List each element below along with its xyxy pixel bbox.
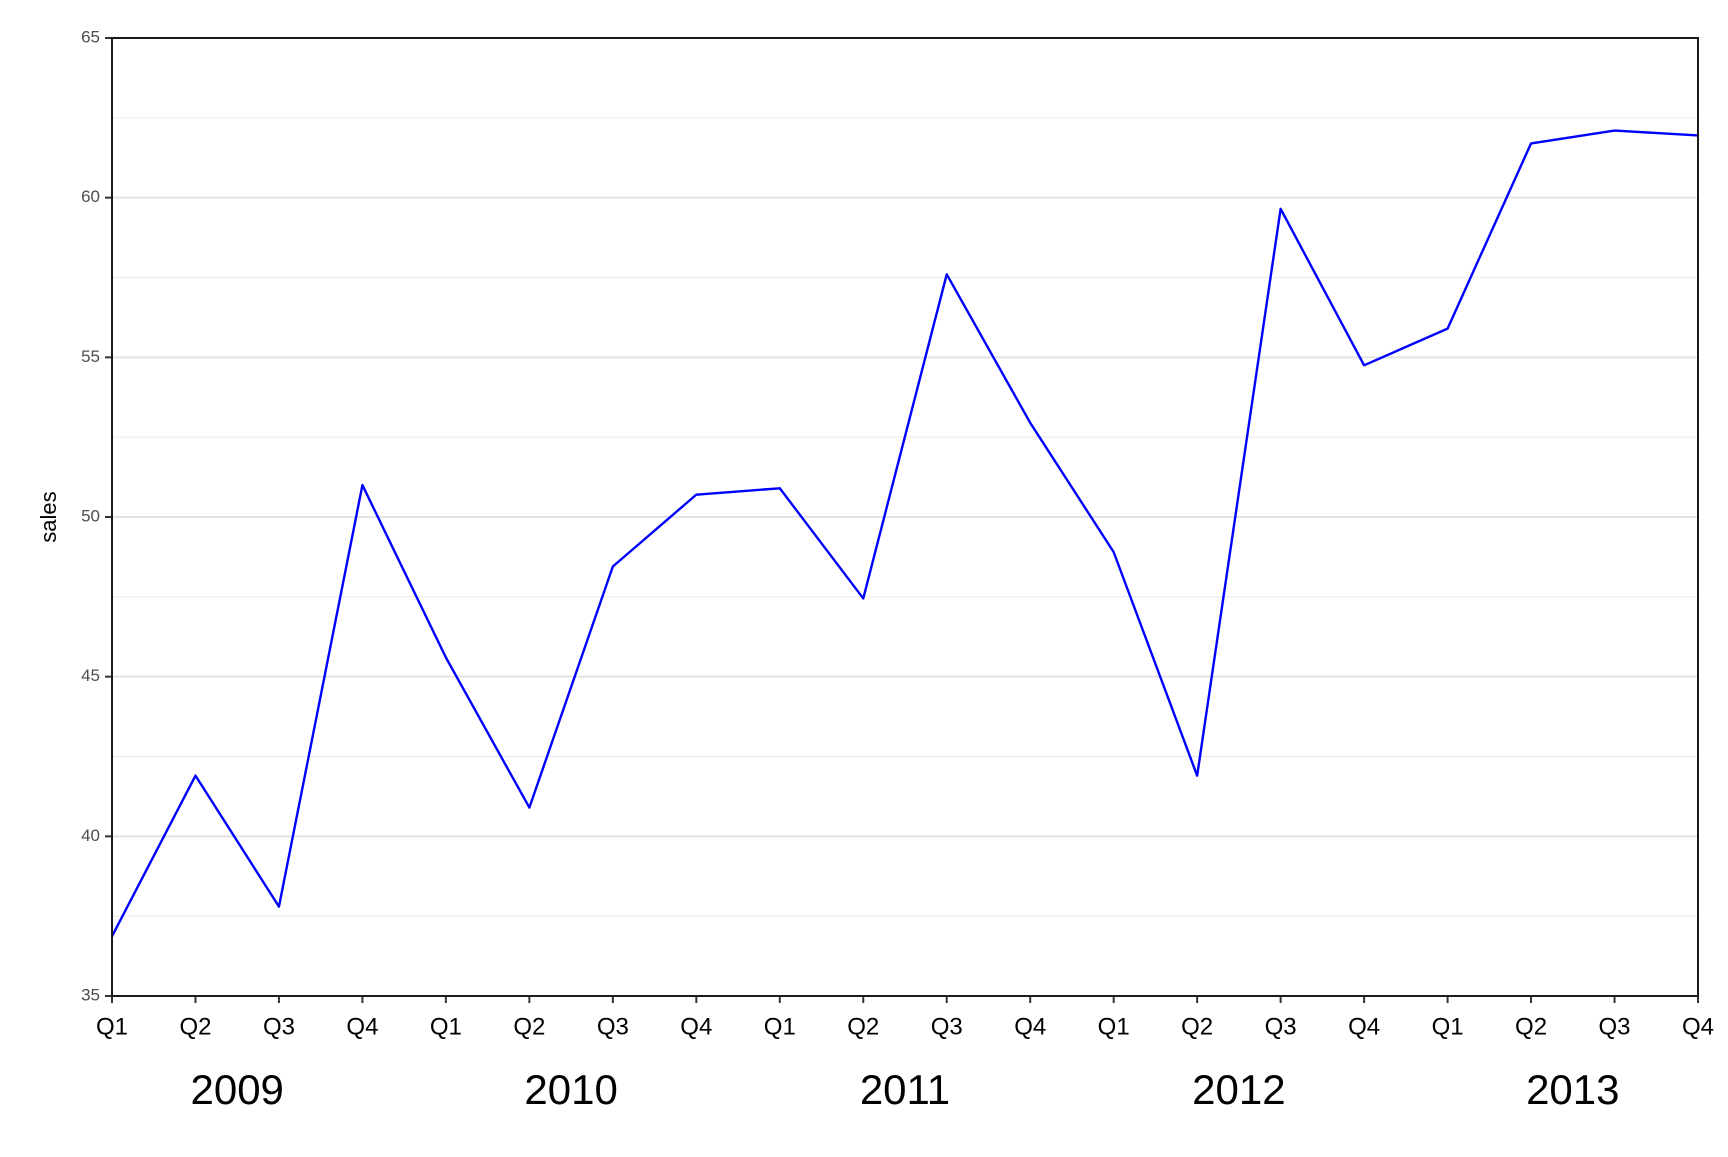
x-tick-label: Q4 [1014, 1013, 1046, 1040]
plot-border [111, 37, 1699, 997]
x-tick-label: Q1 [96, 1013, 128, 1040]
x-tick-label: Q1 [764, 1013, 796, 1040]
x-tick-label: Q2 [847, 1013, 879, 1040]
x-tick-label: Q4 [346, 1013, 378, 1040]
x-tick-label: Q3 [597, 1013, 629, 1040]
x-tick-label: Q1 [1098, 1013, 1130, 1040]
x-tick-label: Q2 [179, 1013, 211, 1040]
group-label: 2013 [1526, 1066, 1619, 1113]
y-tick-label: 60 [81, 187, 100, 206]
x-tick-label: Q2 [1515, 1013, 1547, 1040]
y-tick-label: 35 [81, 985, 100, 1004]
group-label: 2010 [524, 1066, 617, 1113]
x-tick-label: Q4 [680, 1013, 712, 1040]
group-label: 2011 [860, 1066, 950, 1113]
y-tick-label: 65 [81, 27, 100, 46]
group-label: 2012 [1192, 1066, 1285, 1113]
y-axis-label: sales [36, 491, 61, 542]
x-tick-label: Q2 [513, 1013, 545, 1040]
x-tick-label: Q3 [1265, 1013, 1297, 1040]
x-tick-label: Q3 [263, 1013, 295, 1040]
x-tick-label: Q3 [1599, 1013, 1631, 1040]
x-tick-label: Q4 [1348, 1013, 1380, 1040]
y-tick-label: 40 [81, 826, 100, 845]
y-tick-label: 50 [81, 506, 100, 525]
y-tick-label: 55 [81, 347, 100, 366]
x-tick-label: Q4 [1682, 1013, 1714, 1040]
y-tick-label: 45 [81, 666, 100, 685]
x-tick-label: Q2 [1181, 1013, 1213, 1040]
x-tick-label: Q3 [931, 1013, 963, 1040]
line [110, 129, 1699, 937]
group-label: 2009 [190, 1066, 283, 1113]
x-tick-label: Q1 [1432, 1013, 1464, 1040]
x-tick-label: Q1 [430, 1013, 462, 1040]
